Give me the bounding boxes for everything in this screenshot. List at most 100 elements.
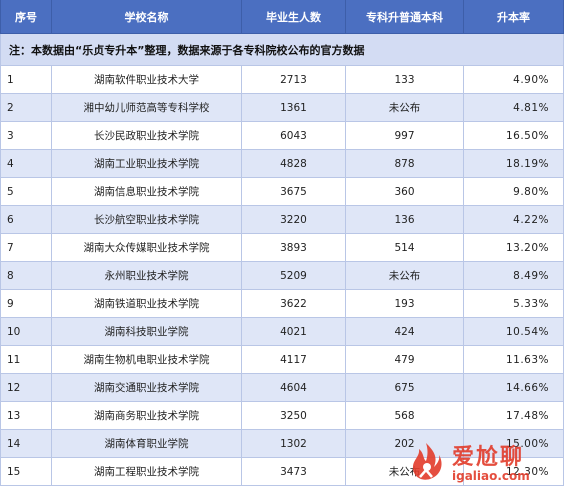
cell-school: 湖南大众传媒职业技术学院 xyxy=(52,234,242,262)
cell-upgraded: 675 xyxy=(346,374,464,402)
cell-rate: 5.33% xyxy=(464,290,564,318)
cell-index: 2 xyxy=(0,94,52,122)
cell-school: 湖南信息职业技术学院 xyxy=(52,178,242,206)
table-body: 1 湖南软件职业技术大学 2713 133 4.90% 2 湘中幼儿师范高等专科学校 1361… xyxy=(0,66,564,486)
cell-upgraded: 514 xyxy=(346,234,464,262)
cell-graduates: 3220 xyxy=(242,206,346,234)
table-row: 1 湖南软件职业技术大学 2713 133 4.90% xyxy=(0,66,564,94)
flame-person-logo-icon xyxy=(412,443,442,480)
cell-rate: 4.90% xyxy=(464,66,564,94)
cell-school: 长沙民政职业技术学院 xyxy=(52,122,242,150)
cell-graduates: 1361 xyxy=(242,94,346,122)
table-note: 注：本数据由“乐贞专升本”整理，数据来源于各专科院校公布的官方数据 xyxy=(0,34,564,66)
cell-rate: 4.22% xyxy=(464,206,564,234)
cell-school: 湖南科技职业学院 xyxy=(52,318,242,346)
cell-school: 湖南铁道职业技术学院 xyxy=(52,290,242,318)
cell-graduates: 3250 xyxy=(242,402,346,430)
cell-rate: 17.48% xyxy=(464,402,564,430)
column-header-rate: 升本率 xyxy=(464,0,564,34)
table-row: 3 长沙民政职业技术学院 6043 997 16.50% xyxy=(0,122,564,150)
table-row: 11 湖南生物机电职业技术学院 4117 479 11.63% xyxy=(0,346,564,374)
table-row: 10 湖南科技职业学院 4021 424 10.54% xyxy=(0,318,564,346)
cell-rate: 13.20% xyxy=(464,234,564,262)
watermark-url: igaliao.com xyxy=(452,469,530,483)
cell-graduates: 5209 xyxy=(242,262,346,290)
cell-graduates: 2713 xyxy=(242,66,346,94)
cell-upgraded: 479 xyxy=(346,346,464,374)
cell-rate: 4.81% xyxy=(464,94,564,122)
cell-upgraded: 未公布 xyxy=(346,262,464,290)
column-header-school: 学校名称 xyxy=(52,0,242,34)
cell-rate: 9.80% xyxy=(464,178,564,206)
cell-graduates: 4828 xyxy=(242,150,346,178)
cell-index: 12 xyxy=(0,374,52,402)
cell-upgraded: 133 xyxy=(346,66,464,94)
cell-school: 长沙航空职业技术学院 xyxy=(52,206,242,234)
cell-rate: 12.30% xyxy=(464,458,564,486)
cell-graduates: 3473 xyxy=(242,458,346,486)
cell-school: 湖南工业职业技术学院 xyxy=(52,150,242,178)
column-header-index: 序号 xyxy=(0,0,52,34)
cell-school: 湖南生物机电职业技术学院 xyxy=(52,346,242,374)
cell-school: 湖南工程职业技术学院 xyxy=(52,458,242,486)
cell-school: 永州职业技术学院 xyxy=(52,262,242,290)
cell-upgraded: 878 xyxy=(346,150,464,178)
cell-graduates: 6043 xyxy=(242,122,346,150)
column-header-upgraded: 专科升普通本科 xyxy=(346,0,464,34)
table-row: 13 湖南商务职业技术学院 3250 568 17.48% xyxy=(0,402,564,430)
cell-graduates: 1302 xyxy=(242,430,346,458)
table-row: 12 湖南交通职业技术学院 4604 675 14.66% xyxy=(0,374,564,402)
cell-rate: 15.00% xyxy=(464,430,564,458)
cell-upgraded: 360 xyxy=(346,178,464,206)
table-row: 15 湖南工程职业技术学院 3473 未公布 12.30% xyxy=(0,458,564,486)
table-row: 4 湖南工业职业技术学院 4828 878 18.19% xyxy=(0,150,564,178)
cell-index: 6 xyxy=(0,206,52,234)
cell-rate: 16.50% xyxy=(464,122,564,150)
watermark-cn: 爱尬聊 xyxy=(452,445,525,470)
table-row: 7 湖南大众传媒职业技术学院 3893 514 13.20% xyxy=(0,234,564,262)
watermark: 爱尬聊 igaliao.com xyxy=(404,432,556,490)
cell-upgraded: 193 xyxy=(346,290,464,318)
table-row: 14 湖南体育职业学院 1302 202 15.00% xyxy=(0,430,564,458)
cell-school: 湖南体育职业学院 xyxy=(52,430,242,458)
cell-school: 湖南商务职业技术学院 xyxy=(52,402,242,430)
cell-index: 7 xyxy=(0,234,52,262)
cell-index: 3 xyxy=(0,122,52,150)
cell-index: 5 xyxy=(0,178,52,206)
cell-upgraded: 136 xyxy=(346,206,464,234)
cell-index: 13 xyxy=(0,402,52,430)
cell-upgraded: 202 xyxy=(346,430,464,458)
cell-graduates: 4021 xyxy=(242,318,346,346)
cell-rate: 11.63% xyxy=(464,346,564,374)
cell-upgraded: 568 xyxy=(346,402,464,430)
cell-index: 9 xyxy=(0,290,52,318)
cell-upgraded: 997 xyxy=(346,122,464,150)
cell-rate: 18.19% xyxy=(464,150,564,178)
table-row: 2 湘中幼儿师范高等专科学校 1361 未公布 4.81% xyxy=(0,94,564,122)
cell-index: 1 xyxy=(0,66,52,94)
cell-upgraded: 未公布 xyxy=(346,458,464,486)
cell-index: 10 xyxy=(0,318,52,346)
cell-rate: 10.54% xyxy=(464,318,564,346)
cell-graduates: 3622 xyxy=(242,290,346,318)
cell-graduates: 4604 xyxy=(242,374,346,402)
cell-school: 湘中幼儿师范高等专科学校 xyxy=(52,94,242,122)
cell-index: 15 xyxy=(0,458,52,486)
cell-school: 湖南交通职业技术学院 xyxy=(52,374,242,402)
table-row: 9 湖南铁道职业技术学院 3622 193 5.33% xyxy=(0,290,564,318)
cell-rate: 8.49% xyxy=(464,262,564,290)
watermark-text: 爱尬聊 igaliao.com xyxy=(452,439,530,483)
cell-index: 4 xyxy=(0,150,52,178)
table-header-row: 序号 学校名称 毕业生人数 专科升普通本科 升本率 xyxy=(0,0,564,34)
column-header-graduates: 毕业生人数 xyxy=(242,0,346,34)
cell-graduates: 3675 xyxy=(242,178,346,206)
table-row: 8 永州职业技术学院 5209 未公布 8.49% xyxy=(0,262,564,290)
cell-upgraded: 424 xyxy=(346,318,464,346)
cell-school: 湖南软件职业技术大学 xyxy=(52,66,242,94)
table-row: 6 长沙航空职业技术学院 3220 136 4.22% xyxy=(0,206,564,234)
cell-graduates: 3893 xyxy=(242,234,346,262)
cell-index: 14 xyxy=(0,430,52,458)
cell-upgraded: 未公布 xyxy=(346,94,464,122)
cell-rate: 14.66% xyxy=(464,374,564,402)
cell-index: 11 xyxy=(0,346,52,374)
